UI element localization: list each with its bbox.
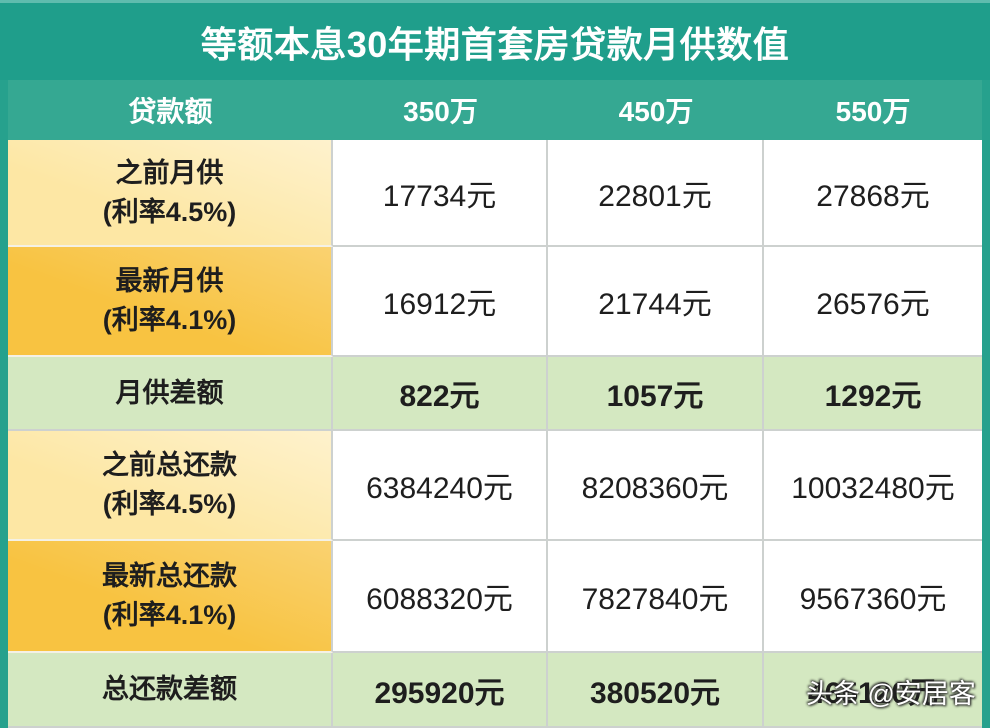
row-label-rate: (利率4.5%) [102,196,237,227]
cell-prev-monthly-550w: 27868元 [764,140,982,247]
cell-prev-total-350w: 6384240元 [333,431,548,541]
row-label-monthly-diff: 月供差额 [8,357,333,431]
cell-new-monthly-450w: 21744元 [548,247,764,357]
cell-monthly-diff-550w: 1292元 [764,357,982,431]
row-label-line: 最新月供 [115,266,224,296]
cell-prev-total-550w: 10032480元 [764,431,982,541]
watermark: 头条 @安居客 [806,679,976,709]
table-title: 等额本息30年期首套房贷款月供数值 [200,23,790,65]
row-label-line: 之前月供 [115,157,224,188]
cell-monthly-diff-450w: 1057元 [548,357,764,431]
row-label-line: 之前总还款 [102,450,237,480]
cell-monthly-diff-350w: 822元 [333,357,548,431]
cell-prev-monthly-450w: 22801元 [548,140,764,247]
cell-total-diff-550w: 465120元 [764,653,982,728]
mortgage-table: 贷款额 350万 450万 550万 之前月供 (利率4.5%) 17734元 … [8,80,982,728]
cell-total-diff-350w: 295920元 [333,653,548,728]
title-bar: 等额本息30年期首套房贷款月供数值 [0,0,990,80]
row-label-new-monthly: 最新月供 (利率4.1%) [8,247,333,357]
header-350w: 350万 [333,80,548,140]
header-550w: 550万 [764,80,982,140]
cell-prev-monthly-350w: 17734元 [333,140,548,247]
row-label-prev-total: 之前总还款 (利率4.5%) [8,431,333,541]
row-label-rate: (利率4.5%) [102,489,237,519]
row-label-prev-monthly: 之前月供 (利率4.5%) [8,140,333,247]
cell-prev-total-450w: 8208360元 [548,431,764,541]
row-label-rate: (利率4.1%) [102,600,237,630]
header-loan-amount: 贷款额 [8,80,333,140]
row-label-line: 最新总还款 [102,561,237,591]
cell-new-monthly-550w: 26576元 [764,247,982,357]
cell-total-diff-450w: 380520元 [548,653,764,728]
header-450w: 450万 [548,80,764,140]
row-label-line: 总还款差额 [102,674,237,704]
cell-new-monthly-350w: 16912元 [333,247,548,357]
row-label-line: 月供差额 [115,377,224,408]
cell-new-total-450w: 7827840元 [548,541,764,653]
row-label-new-total: 最新总还款 (利率4.1%) [8,541,333,653]
cell-new-total-350w: 6088320元 [333,541,548,653]
cell-new-total-550w: 9567360元 [764,541,982,653]
row-label-rate: (利率4.1%) [102,305,237,335]
row-label-total-diff: 总还款差额 [8,653,333,728]
